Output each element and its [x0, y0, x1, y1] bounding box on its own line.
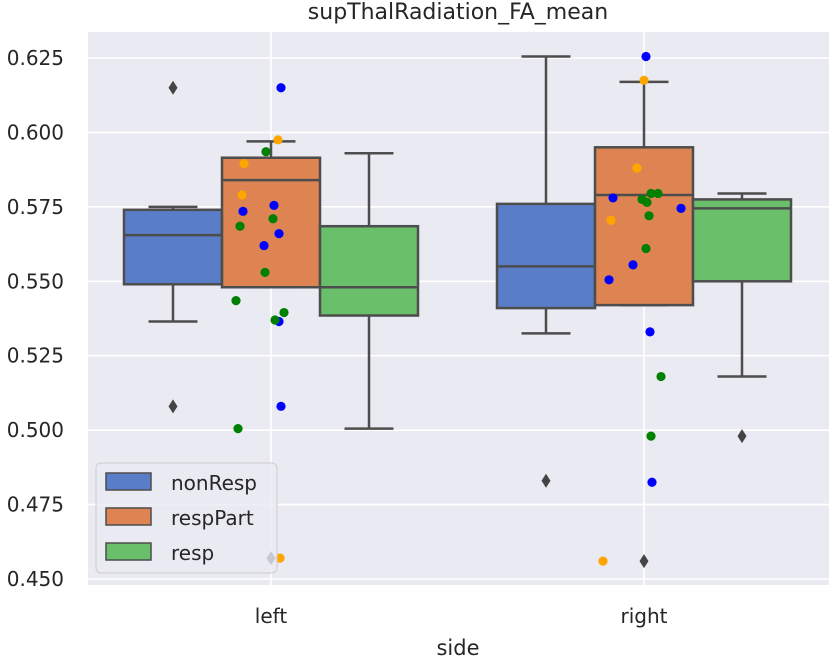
- outlier-marker: [168, 399, 178, 414]
- point-respPart: [639, 75, 649, 85]
- point-resp: [653, 188, 663, 199]
- legend-label-resp: resp: [171, 541, 214, 565]
- point-nonResp: [269, 200, 279, 210]
- point-resp: [235, 221, 245, 231]
- outlier-marker: [639, 554, 649, 569]
- point-resp: [270, 315, 280, 325]
- box-resp-left: [318, 152, 420, 430]
- point-respPart: [273, 135, 283, 145]
- point-nonResp: [645, 327, 655, 337]
- y-tick-label: 0.525: [7, 344, 64, 368]
- x-tick-label: right: [621, 604, 668, 628]
- y-axis-ticks: 0.450 0.475 0.500 0.525 0.550 0.575 0.600 0.625: [7, 46, 64, 591]
- y-tick-label: 0.450: [7, 567, 64, 591]
- point-respPart: [275, 553, 285, 563]
- y-tick-label: 0.600: [7, 120, 64, 144]
- point-resp: [642, 197, 652, 207]
- box-body: [122, 208, 224, 286]
- point-nonResp: [276, 83, 286, 93]
- box-body: [495, 202, 597, 310]
- legend-label-respPart: respPart: [171, 506, 254, 530]
- point-resp: [260, 267, 270, 277]
- gridlines: [88, 32, 829, 585]
- point-resp: [644, 211, 654, 221]
- point-resp: [646, 188, 656, 199]
- box-nonResp-left: [122, 80, 224, 414]
- point-nonResp: [259, 240, 269, 251]
- point-nonResp: [604, 275, 614, 285]
- point-nonResp: [608, 193, 618, 203]
- legend-label-nonResp: nonResp: [171, 471, 257, 495]
- point-respPart: [598, 556, 608, 566]
- point-respPart: [632, 163, 642, 173]
- point-respPart: [237, 190, 247, 200]
- box-body: [318, 224, 420, 317]
- legend-swatch-resp: [105, 542, 152, 561]
- point-respPart: [239, 159, 249, 169]
- x-tick-label: left: [255, 604, 288, 628]
- outlier-marker: [168, 80, 178, 95]
- outlier-marker: [737, 429, 747, 444]
- point-resp: [233, 424, 243, 434]
- x-axis-label: side: [436, 636, 479, 660]
- point-resp: [641, 243, 651, 254]
- point-nonResp: [274, 229, 284, 239]
- point-resp: [261, 147, 271, 157]
- point-nonResp: [641, 51, 651, 62]
- point-respPart: [606, 215, 616, 225]
- legend-swatch-nonResp: [105, 472, 152, 491]
- box-resp-right: [691, 192, 793, 444]
- outlier-marker: [541, 473, 551, 488]
- y-tick-label: 0.475: [7, 493, 64, 517]
- legend-swatch-respPart: [105, 507, 152, 526]
- point-nonResp: [676, 203, 686, 213]
- chart-title: supThalRadiation_FA_mean: [308, 0, 608, 25]
- point-nonResp: [647, 477, 657, 487]
- point-nonResp: [238, 206, 248, 216]
- y-tick-label: 0.625: [7, 46, 64, 70]
- point-resp: [231, 296, 241, 306]
- point-resp: [656, 371, 666, 382]
- y-tick-label: 0.550: [7, 269, 64, 293]
- point-resp: [646, 431, 656, 441]
- point-nonResp: [276, 401, 286, 411]
- y-tick-label: 0.575: [7, 195, 64, 219]
- box-body: [691, 198, 793, 283]
- data-points: [231, 51, 686, 566]
- point-nonResp: [628, 260, 638, 270]
- point-resp: [279, 307, 289, 318]
- point-resp: [268, 214, 278, 224]
- box-nonResp-right: [495, 55, 597, 488]
- legend: nonResp respPart resp: [95, 462, 278, 574]
- y-tick-label: 0.500: [7, 418, 64, 442]
- x-axis-ticks: left right: [255, 604, 668, 628]
